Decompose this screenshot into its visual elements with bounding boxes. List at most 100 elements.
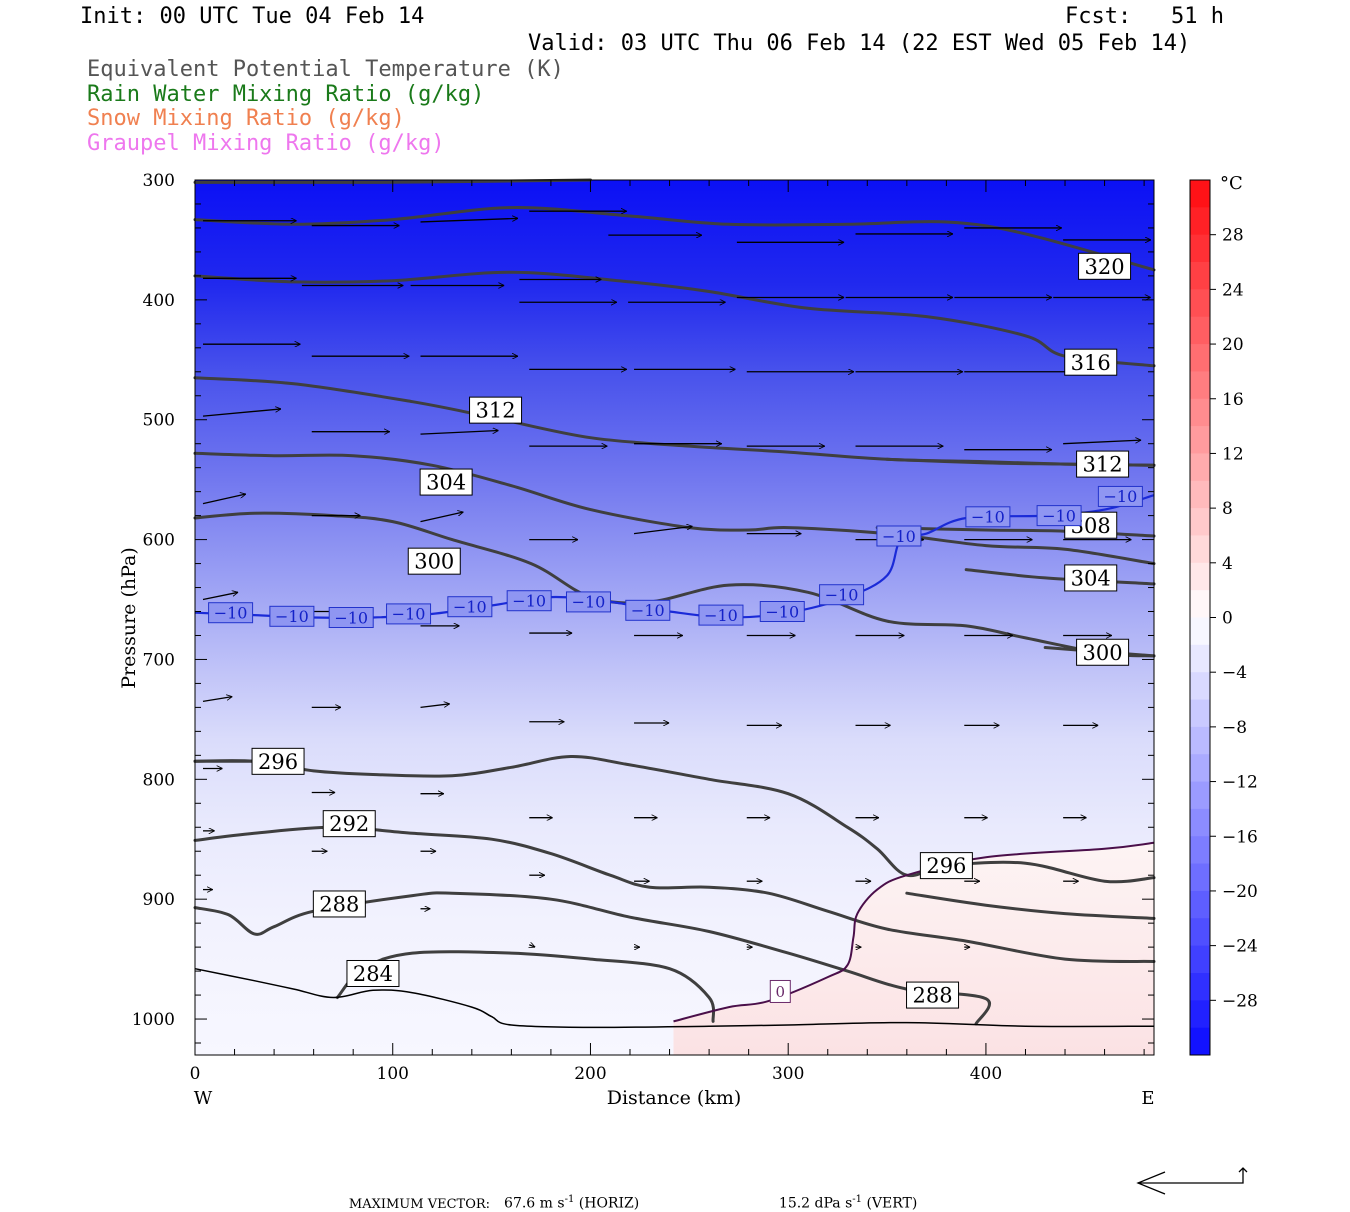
colorbar-label: −8: [1222, 718, 1247, 738]
colorbar-segment: [1190, 1027, 1210, 1056]
y-tick-label: 400: [143, 291, 175, 311]
horiz-tag: (HORIZ): [578, 1195, 640, 1212]
temperature-label-minus10: −10: [275, 607, 309, 626]
temperature-label-minus10: −10: [704, 606, 738, 625]
vert-unit: dPa s: [814, 1195, 853, 1212]
colorbar-segment: [1190, 207, 1210, 236]
temperature-label-minus10: −10: [971, 508, 1005, 527]
colorbar-segment: [1190, 426, 1210, 454]
max-vector-label: MAXIMUM VECTOR:: [348, 1196, 491, 1212]
colorbar-label: 20: [1222, 335, 1244, 355]
theta-e-label-304-box: [419, 468, 473, 496]
wind-vector: [202, 592, 238, 601]
temperature-label-minus10-box: [386, 603, 432, 625]
theta-e-label-312-box: [469, 396, 523, 424]
plot-frame: [194, 179, 1155, 1056]
colorbar-label: −12: [1222, 773, 1258, 793]
colorbar-label: 4: [1222, 554, 1233, 574]
forecast-hour: Fcst: 51 h: [1065, 4, 1224, 29]
temperature-label-minus10-box: [1097, 485, 1143, 507]
theta-e-label-312: 312: [1083, 453, 1123, 477]
max-vector-note: MAXIMUM VECTOR: 67.6 m s-1 (HORIZ): [340, 1178, 639, 1212]
theta-e-contour-304: [964, 568, 1156, 586]
colorbar-label: −16: [1222, 827, 1258, 847]
temperature-label-minus10-box: [625, 599, 671, 621]
wind-vector: [420, 218, 518, 223]
colorbar-segment: [1190, 344, 1210, 372]
vert-vector-note: 15.2 dPa s-1 (VERT): [770, 1178, 917, 1212]
reference-vector: [1136, 1167, 1248, 1195]
temperature-label-minus10: −10: [765, 602, 799, 621]
theta-e-label-312: 312: [476, 399, 516, 423]
colorbar-segment: [1190, 316, 1210, 345]
theta-e-contour-320: [193, 178, 592, 184]
theta-e-label-320-box: [1078, 252, 1132, 280]
y-axis-title: Pressure (hPa): [118, 547, 140, 689]
colorbar-segment: [1190, 808, 1210, 837]
temperature-label-minus10-box: [819, 584, 865, 606]
temperature-label-minus10-box: [965, 506, 1011, 528]
temperature-label-minus10-box: [506, 590, 552, 612]
theta-e-label-296-box: [251, 747, 305, 775]
temperature-label-minus10: −10: [1104, 487, 1138, 506]
wind-vector: [420, 512, 464, 523]
temperature-label-minus10-box: [447, 596, 493, 618]
x-tick-label: 400: [970, 1064, 1002, 1084]
theta-e-label-292: 292: [329, 812, 369, 836]
theta-e-label-288-box: [312, 890, 366, 918]
theta-e-label-296: 296: [258, 750, 298, 774]
colorbar-label: 28: [1222, 226, 1244, 246]
colorbar-segment: [1190, 480, 1210, 509]
temperature-label-minus10-box: [698, 604, 744, 626]
colorbar-segment: [1190, 398, 1210, 427]
colorbar-segment: [1190, 262, 1210, 290]
colorbar-segment: [1190, 672, 1210, 701]
x-axis-title: Distance (km): [607, 1087, 742, 1109]
colorbar-segment: [1190, 617, 1210, 646]
colorbar-segment: [1190, 972, 1210, 1001]
legend-rain-water: Rain Water Mixing Ratio (g/kg): [87, 82, 485, 107]
east-label: E: [1141, 1088, 1154, 1109]
theta-e-label-288: 288: [319, 893, 359, 917]
vert-tag: (VERT): [866, 1195, 918, 1212]
temperature-label-minus10-box: [328, 607, 374, 628]
wind-vector: [202, 697, 232, 703]
colorbar-label: −24: [1222, 937, 1258, 957]
temperature-contour-0: [673, 841, 1155, 1023]
colorbar-label: 16: [1222, 390, 1244, 410]
colorbar-label: 0: [1222, 609, 1233, 629]
wind-vector: [633, 526, 693, 535]
y-tick-label: 500: [143, 411, 175, 431]
legend-snow: Snow Mixing Ratio (g/kg): [87, 106, 405, 131]
colorbar-segment: [1190, 863, 1210, 892]
temperature-label-minus10-box: [1036, 505, 1082, 527]
theta-e-label-284-box: [346, 959, 400, 987]
theta-e-contour-296: [193, 754, 1156, 884]
vert-value: 15.2: [778, 1195, 811, 1212]
temperature-label-minus10: −10: [512, 591, 546, 610]
theta-e-label-284: 284: [353, 962, 393, 986]
theta-e-label-316-box: [1064, 348, 1118, 376]
colorbar-segment: [1190, 644, 1210, 673]
theta-e-label-316: 316: [1071, 351, 1111, 375]
colorbar-segment: [1190, 562, 1210, 591]
colorbar-segment: [1190, 535, 1210, 564]
temperature-label-0: 0: [776, 983, 786, 1001]
temperature-label-minus10: −10: [334, 608, 368, 627]
wind-vector: [420, 704, 450, 709]
theta-e-label-300: 300: [1083, 641, 1123, 665]
y-tick-label: 900: [143, 890, 175, 910]
colorbar-label: 12: [1222, 444, 1244, 464]
warm-sector-shading: [673, 842, 1154, 1055]
colorbar-label: 24: [1222, 280, 1244, 300]
wind-vector: [529, 945, 535, 947]
theta-e-contour-288: [193, 891, 991, 1026]
colorbar-segment: [1190, 234, 1210, 263]
theta-e-label-300: 300: [414, 550, 454, 574]
colorbar-segment: [1190, 781, 1210, 810]
colorbar-segment: [1190, 918, 1210, 947]
temperature-label-minus10: −10: [214, 603, 248, 622]
colorbar-segment: [1190, 1000, 1210, 1029]
colorbar-segment: [1190, 754, 1210, 783]
west-label: W: [194, 1088, 213, 1109]
